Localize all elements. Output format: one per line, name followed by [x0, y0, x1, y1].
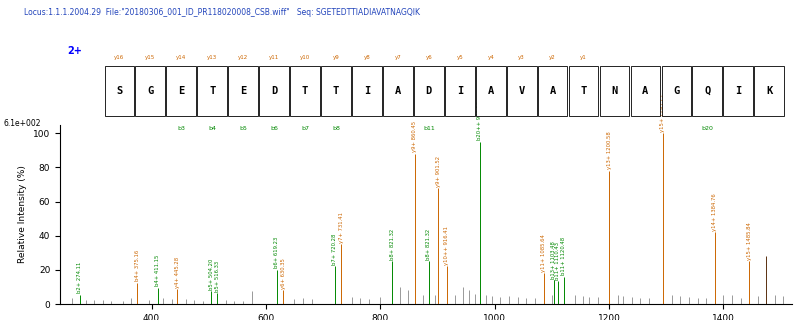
- Text: y13: y13: [207, 55, 218, 60]
- Text: y8: y8: [363, 55, 370, 60]
- Text: b5+ 516.33: b5+ 516.33: [215, 260, 220, 292]
- Text: E: E: [178, 86, 185, 96]
- Bar: [600, 66, 630, 116]
- Text: b20++ 973.56: b20++ 973.56: [477, 101, 482, 140]
- Text: b6+ 619.23: b6+ 619.23: [274, 237, 279, 268]
- Text: y3: y3: [518, 55, 525, 60]
- Bar: [166, 66, 196, 116]
- Bar: [105, 66, 134, 116]
- Text: b11+ 1110.43: b11+ 1110.43: [555, 242, 560, 280]
- Text: b11: b11: [423, 125, 434, 131]
- Bar: [445, 66, 474, 116]
- Text: b7: b7: [301, 125, 309, 131]
- Text: b8+ 821.32: b8+ 821.32: [390, 229, 395, 260]
- Text: T: T: [209, 86, 215, 96]
- Text: b11+ 1120.48: b11+ 1120.48: [561, 237, 566, 275]
- Text: G: G: [147, 86, 154, 96]
- Bar: [662, 66, 691, 116]
- Text: b7+ 720.28: b7+ 720.28: [332, 234, 337, 265]
- Text: b4: b4: [208, 125, 216, 131]
- Text: y13+ 1200.58: y13+ 1200.58: [607, 132, 612, 170]
- Text: Locus:1.1.1.2004.29  File:"20180306_001_ID_PR118020008_CSB.wiff"   Seq: SGETEDTT: Locus:1.1.1.2004.29 File:"20180306_001_I…: [24, 8, 420, 18]
- Text: I: I: [457, 86, 463, 96]
- Text: G: G: [674, 86, 679, 96]
- Text: y2: y2: [550, 55, 556, 60]
- Text: y1: y1: [580, 55, 587, 60]
- Bar: [135, 66, 165, 116]
- Text: y4: y4: [487, 55, 494, 60]
- Text: y10++ 916.41: y10++ 916.41: [444, 226, 450, 265]
- Bar: [507, 66, 537, 116]
- Text: y12: y12: [238, 55, 248, 60]
- Text: b8: b8: [332, 125, 340, 131]
- Text: I: I: [735, 86, 742, 96]
- Text: y4+ 445.28: y4+ 445.28: [175, 257, 180, 288]
- Bar: [198, 66, 227, 116]
- Text: y9+ 860.45: y9+ 860.45: [412, 121, 418, 152]
- Text: y11+ 1085.64: y11+ 1085.64: [541, 234, 546, 272]
- Text: y14+ 1384.76: y14+ 1384.76: [712, 193, 717, 231]
- Bar: [723, 66, 753, 116]
- Bar: [352, 66, 382, 116]
- Text: y15: y15: [146, 55, 155, 60]
- Text: y7+ 731.41: y7+ 731.41: [338, 212, 343, 243]
- Bar: [414, 66, 444, 116]
- Y-axis label: Relative Intensity (%): Relative Intensity (%): [18, 165, 27, 263]
- Text: y7: y7: [394, 55, 402, 60]
- Text: y6: y6: [426, 55, 432, 60]
- Text: y14: y14: [176, 55, 186, 60]
- Text: 2+: 2+: [67, 46, 82, 56]
- Text: T: T: [302, 86, 308, 96]
- Text: E: E: [240, 86, 246, 96]
- Text: V: V: [518, 86, 525, 96]
- Text: A: A: [487, 86, 494, 96]
- Bar: [538, 66, 567, 116]
- Text: b6: b6: [270, 125, 278, 131]
- Text: S: S: [116, 86, 122, 96]
- Text: Q: Q: [704, 86, 710, 96]
- Text: A: A: [394, 86, 401, 96]
- Text: y6+ 630.35: y6+ 630.35: [281, 258, 286, 289]
- Text: N: N: [611, 86, 618, 96]
- Text: y11: y11: [269, 55, 279, 60]
- Text: T: T: [333, 86, 339, 96]
- Text: b4+ 375.16: b4+ 375.16: [135, 250, 140, 281]
- Text: b3: b3: [178, 125, 186, 131]
- Bar: [569, 66, 598, 116]
- Bar: [693, 66, 722, 116]
- Text: b2+ 274.11: b2+ 274.11: [77, 262, 82, 293]
- Text: b8+ 821.32: b8+ 821.32: [426, 229, 431, 260]
- Text: I: I: [364, 86, 370, 96]
- Text: y5: y5: [456, 55, 463, 60]
- Bar: [630, 66, 660, 116]
- Text: b4+ 411.15: b4+ 411.15: [155, 255, 161, 286]
- Text: A: A: [550, 86, 556, 96]
- Text: y9+ 901.52: y9+ 901.52: [436, 156, 441, 187]
- Bar: [476, 66, 506, 116]
- Text: 6.1e+002: 6.1e+002: [4, 119, 42, 128]
- Text: y9: y9: [333, 55, 339, 60]
- Text: A: A: [642, 86, 649, 96]
- Text: b13+ 1103.48: b13+ 1103.48: [551, 241, 556, 279]
- Text: y15+ 1485.84: y15+ 1485.84: [747, 222, 752, 260]
- Bar: [228, 66, 258, 116]
- Text: y10: y10: [300, 55, 310, 60]
- Text: y15+ 1293.73: y15+ 1293.73: [660, 94, 665, 132]
- Text: D: D: [271, 86, 278, 96]
- Text: y16: y16: [114, 55, 125, 60]
- Text: K: K: [766, 86, 772, 96]
- Bar: [321, 66, 351, 116]
- Bar: [754, 66, 784, 116]
- Text: b20: b20: [702, 125, 714, 131]
- Bar: [259, 66, 289, 116]
- Text: b5: b5: [239, 125, 247, 131]
- Text: b5+ 504.20: b5+ 504.20: [209, 259, 214, 290]
- Text: D: D: [426, 86, 432, 96]
- Bar: [290, 66, 320, 116]
- Bar: [383, 66, 413, 116]
- Text: T: T: [581, 86, 586, 96]
